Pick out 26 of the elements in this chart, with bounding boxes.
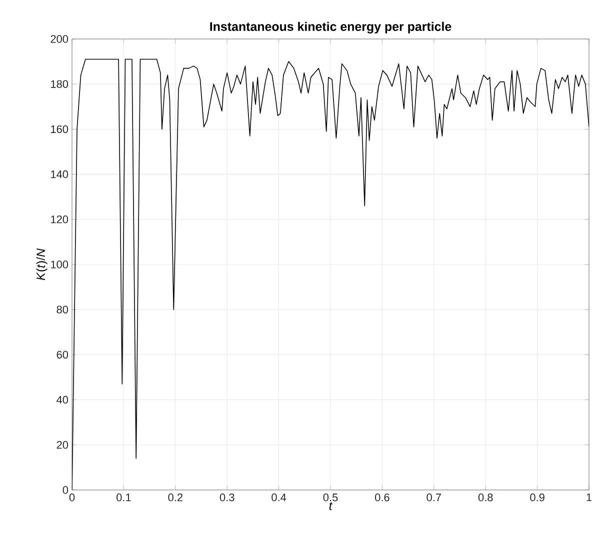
y-tick-label: 0 <box>62 486 68 494</box>
x-tick-label: 0.6 <box>375 494 390 502</box>
y-tick-label: 80 <box>56 306 68 314</box>
y-tick-label: 180 <box>51 80 68 88</box>
y-tick-label: 140 <box>51 170 68 178</box>
chart-title: Instantaneous kinetic energy per particle <box>210 22 452 34</box>
x-tick-label: 0.9 <box>530 494 544 502</box>
x-tick-label: 1 <box>586 494 592 502</box>
y-tick-label: 120 <box>51 216 68 224</box>
x-tick-label: 0.5 <box>323 494 338 502</box>
x-tick-label: 0.2 <box>168 494 182 502</box>
y-tick-label: 20 <box>56 441 68 449</box>
x-tick-label: 0.3 <box>220 494 234 502</box>
x-tick-label: 0 <box>69 494 75 502</box>
line-series <box>72 58 590 490</box>
y-axis-title: K(t)/N <box>36 248 48 280</box>
y-tick-label: 100 <box>51 260 68 268</box>
x-tick-label: 0.1 <box>116 494 131 502</box>
y-tick-label: 40 <box>56 396 68 404</box>
y-tick-label: 160 <box>51 125 68 134</box>
x-axis-title: t <box>329 502 333 510</box>
x-tick-label: 0.7 <box>426 494 441 502</box>
x-tick-label: 0.8 <box>478 494 493 502</box>
y-tick-label: 60 <box>56 350 68 359</box>
x-tick-label: 0.4 <box>272 494 286 502</box>
y-tick-label: 200 <box>50 35 68 43</box>
